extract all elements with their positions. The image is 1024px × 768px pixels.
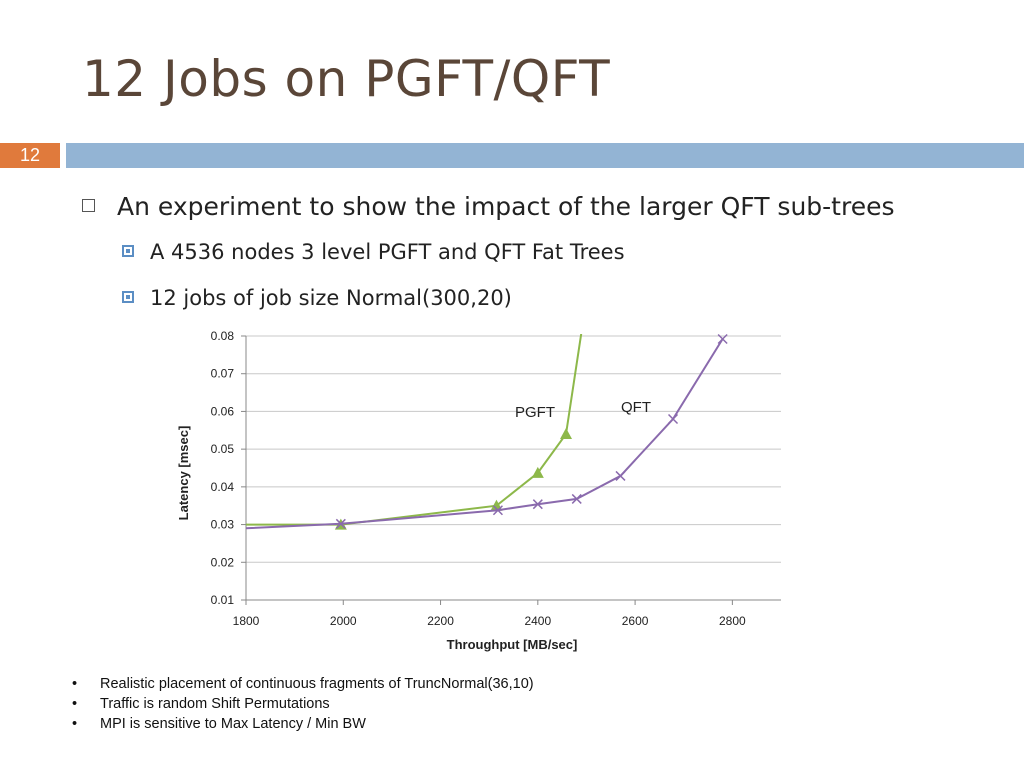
data-point-qft [667,413,679,425]
data-point-pgft [560,428,573,440]
data-point-qft [532,499,543,510]
hollow-square-bullet-icon [82,199,95,212]
chart-series [246,333,728,530]
x-tick-label: 2600 [622,614,649,628]
data-point-qft [571,493,582,504]
note-bullet: • [72,676,78,692]
footnote-text: Realistic placement of continuous fragme… [100,676,534,692]
data-point-qft [335,518,346,529]
data-point-qft [615,470,626,481]
data-point-qft [717,333,728,345]
series-label-qft: QFT [621,399,651,416]
header-rule-bar [66,143,1024,168]
y-tick-label: 0.01 [211,593,235,607]
x-tick-label: 2200 [427,614,454,628]
sub-bullet-text: A 4536 nodes 3 level PGFT and QFT Fat Tr… [150,240,625,264]
y-axis-label: Latency [msec] [176,426,191,521]
series-line-pgft [246,334,583,526]
data-point-pgft [531,466,544,478]
footnote-text: Traffic is random Shift Permutations [100,696,330,712]
chart-axes [241,335,781,605]
square-bullet-icon [122,245,134,257]
sub-bullet-2: 12 jobs of job size Normal(300,20) [122,286,512,310]
x-tick-label: 2800 [719,614,746,628]
x-tick-label: 2400 [524,614,551,628]
x-tick-label: 2000 [330,614,357,628]
main-bullet: An experiment to show the impact of the … [82,192,895,221]
square-bullet-icon [122,291,134,303]
data-point-qft [492,505,503,516]
x-tick-label: 1800 [233,614,260,628]
sub-bullet-text: 12 jobs of job size Normal(300,20) [150,286,512,310]
y-tick-label: 0.06 [211,404,235,418]
note-bullet: • [72,716,78,732]
note-bullet: • [72,696,78,712]
series-line-qft [246,338,724,530]
chart-labels: 0.01 0.02 0.03 0.04 0.05 0.06 0.07 0.08 1800 2000… [211,329,746,628]
footnote-text: MPI is sensitive to Max Latency / Min BW [100,716,366,732]
y-tick-label: 0.02 [211,555,235,569]
y-tick-label: 0.08 [211,329,235,343]
series-label-pgft: PGFT [515,404,555,421]
x-axis-label: Throughput [MB/sec] [447,637,578,652]
y-tick-label: 0.07 [211,367,235,381]
main-bullet-text: An experiment to show the impact of the … [117,192,895,221]
y-tick-label: 0.03 [211,518,235,532]
y-tick-label: 0.05 [211,442,235,456]
y-tick-label: 0.04 [211,480,235,494]
slide-number-badge: 12 [0,143,60,168]
slide-title: 12 Jobs on PGFT/QFT [82,50,611,108]
sub-bullet-1: A 4536 nodes 3 level PGFT and QFT Fat Tr… [122,240,625,264]
